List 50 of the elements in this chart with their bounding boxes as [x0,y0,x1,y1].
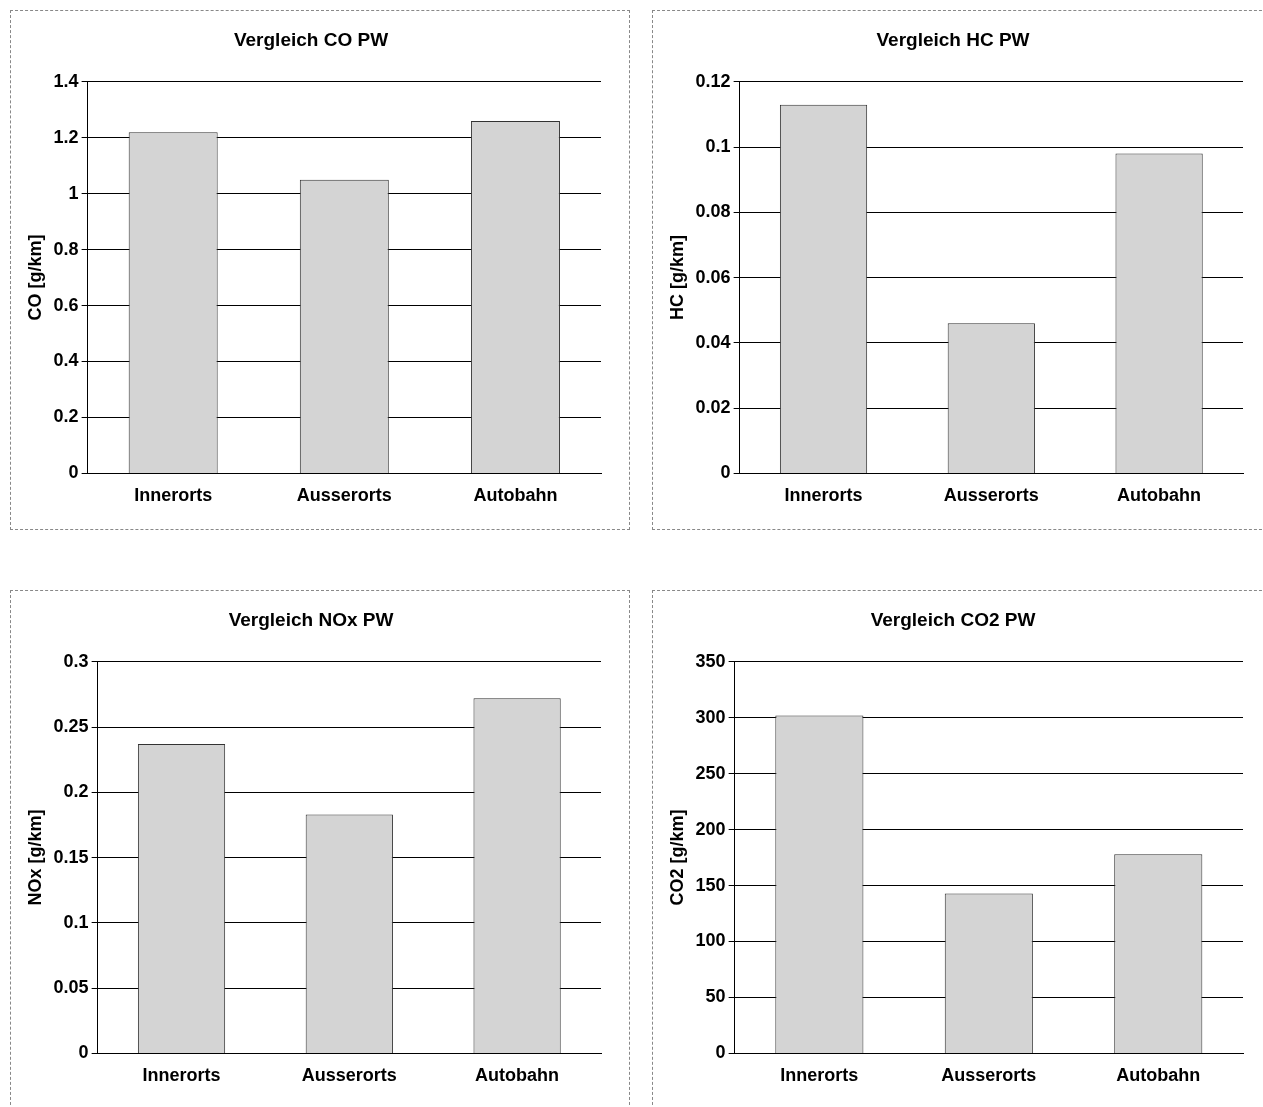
y-tick-label: 0 [78,1042,89,1063]
y-axis-title: CO2 [g/km] [666,809,687,906]
x-tick-label: Ausserorts [296,485,392,506]
y-tick-label: 0.08 [695,201,731,222]
chart-title: Vergleich HC PW [876,28,1030,50]
chart-title: Vergleich CO2 PW [870,608,1036,630]
chart-title: Vergleich NOx PW [228,608,394,630]
y-tick-label: 0.1 [705,136,731,157]
x-tick-label: Ausserorts [941,1065,1037,1086]
y-tick-label: 1.2 [53,126,79,147]
y-tick-label: 0.15 [53,846,89,867]
y-tick-label: 0.04 [695,331,731,352]
y-tick-label: 1 [68,182,79,203]
y-tick-label: 0.2 [63,781,89,802]
y-tick-label: 200 [695,818,726,839]
x-tick-label: Ausserorts [943,485,1039,506]
y-tick-label: 100 [695,930,726,951]
y-axis-title: CO [g/km] [24,234,45,321]
y-tick-label: 0.12 [695,70,731,91]
x-tick-label: Innerorts [780,1065,859,1086]
y-tick-label: 0.05 [53,977,89,998]
y-tick-label: 1.4 [53,70,79,91]
x-tick-label: Autobahn [475,1065,560,1086]
y-tick-label: 0.1 [63,911,89,932]
y-tick-label: 0.3 [63,650,89,671]
x-tick-label: Innerorts [142,1065,221,1086]
chart-title: Vergleich CO PW [233,28,389,50]
y-axis-title: NOx [g/km] [24,809,45,906]
y-tick-label: 350 [695,650,726,671]
x-tick-label: Autobahn [1117,485,1202,506]
y-tick-label: 0.2 [53,406,79,427]
y-tick-label: 0.06 [695,266,731,287]
y-axis-title: HC [g/km] [666,235,687,321]
y-tick-label: 250 [695,762,726,783]
y-tick-label: 0.8 [53,238,79,259]
y-tick-label: 0.25 [53,716,89,737]
y-tick-label: 0.02 [695,397,731,418]
y-tick-label: 150 [695,874,726,895]
x-tick-label: Autobahn [1116,1065,1201,1086]
y-tick-label: 0.4 [53,350,79,371]
y-tick-label: 300 [695,706,726,727]
y-tick-label: 0 [715,1042,726,1063]
x-tick-label: Autobahn [473,485,558,506]
y-tick-label: 0 [720,462,731,483]
x-tick-label: Ausserorts [301,1065,397,1086]
y-tick-label: 50 [705,986,726,1007]
x-tick-label: Innerorts [784,485,863,506]
x-tick-label: Innerorts [134,485,213,506]
y-tick-label: 0 [68,462,79,483]
y-tick-label: 0.6 [53,294,79,315]
